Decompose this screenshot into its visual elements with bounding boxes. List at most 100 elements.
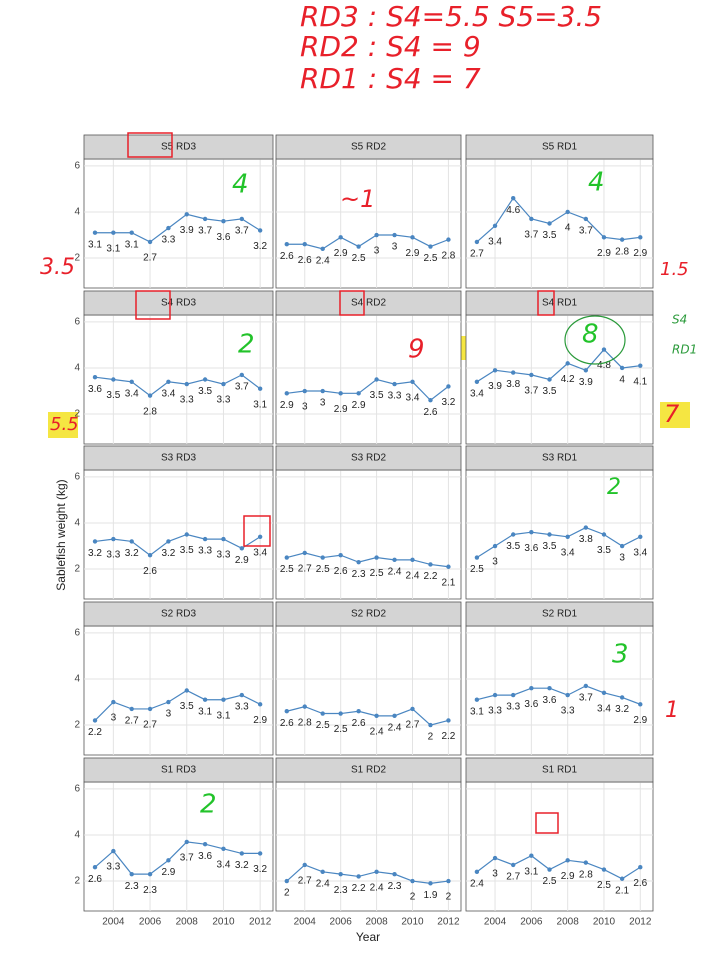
strip [465, 134, 654, 160]
strip [275, 290, 462, 316]
point [619, 876, 625, 881]
data-label: 2.6 [88, 874, 102, 885]
data-label: 2.4 [316, 878, 330, 889]
panel-title: S3 RD3 [161, 453, 196, 464]
data-label: 3 [492, 557, 498, 568]
data-label: 2.2 [424, 571, 438, 582]
data-label: 3.3 [235, 702, 249, 713]
data-label: 3.6 [524, 543, 538, 554]
point [511, 370, 516, 375]
panel-title: S5 RD1 [542, 142, 577, 153]
data-label: 2.5 [597, 880, 611, 891]
data-label: 3.5 [180, 545, 194, 556]
point [221, 218, 226, 224]
data-label: 3.5 [180, 701, 194, 712]
data-label: 3.4 [253, 547, 267, 558]
annotation: S4 [672, 313, 687, 327]
data-label: 2.5 [352, 253, 366, 264]
point [392, 871, 397, 877]
point [374, 232, 379, 238]
y-tick-label: 2 [74, 253, 80, 264]
data-label: 3.4 [561, 547, 575, 558]
point [529, 853, 534, 858]
data-label: 2.2 [441, 731, 455, 742]
point [529, 372, 534, 378]
point [320, 388, 325, 394]
y-tick-label: 6 [74, 317, 80, 328]
data-label: 3.6 [543, 695, 557, 706]
data-label: 3.9 [488, 381, 502, 392]
data-label: 2.5 [316, 720, 330, 731]
point [257, 702, 263, 707]
data-label: 2 [446, 892, 452, 903]
point [338, 235, 343, 240]
data-label: 3.5 [198, 386, 212, 397]
data-label: 2.8 [298, 717, 312, 728]
panel-background [275, 625, 462, 756]
strip [83, 445, 274, 471]
data-label: 2.9 [334, 404, 348, 415]
panel-title: S3 RD1 [542, 453, 577, 464]
point [374, 555, 379, 560]
point [511, 195, 516, 201]
panel-background [83, 158, 274, 289]
point [129, 706, 134, 712]
point [492, 223, 498, 229]
y-tick-label: 6 [74, 472, 80, 483]
highlight [48, 412, 78, 438]
panel-background [465, 158, 654, 289]
x-tick-label: 2004 [102, 917, 125, 928]
panel-title: S4 RD2 [351, 298, 386, 309]
data-label: 2.6 [298, 255, 312, 266]
data-label: 4.6 [506, 205, 520, 216]
point [239, 216, 245, 222]
point [428, 881, 433, 886]
point [601, 235, 607, 240]
point [619, 365, 625, 371]
point [547, 685, 552, 691]
point [221, 846, 226, 852]
panel-background [465, 314, 654, 445]
data-label: 3 [302, 402, 308, 413]
data-label: 2.2 [352, 883, 366, 894]
point [111, 536, 116, 542]
point [111, 699, 116, 705]
annotation: 2 [200, 790, 217, 820]
point [302, 862, 307, 868]
panel-background [275, 781, 462, 912]
strip [83, 290, 274, 316]
data-label: 3.8 [579, 534, 593, 545]
annotation-box [127, 132, 173, 158]
data-label: 4 [619, 375, 625, 386]
data-label: 4.8 [597, 360, 611, 371]
point [446, 718, 451, 723]
point [338, 391, 343, 396]
panel-background [275, 469, 462, 600]
data-label: 3.8 [506, 379, 520, 390]
point [284, 242, 289, 247]
data-label: 3.5 [370, 390, 384, 401]
data-label: 3 [374, 246, 380, 257]
series-line [94, 689, 261, 721]
annotation-box [243, 515, 271, 547]
data-label: 2.4 [316, 255, 330, 266]
data-label: 2.9 [161, 867, 175, 878]
data-label: 2.9 [235, 555, 249, 566]
point [202, 377, 208, 382]
point [601, 867, 607, 872]
highlight [660, 402, 690, 428]
data-label: 2.6 [143, 566, 157, 577]
x-tick-label: 2012 [629, 917, 652, 928]
strip [83, 601, 274, 627]
x-tick-label: 2012 [437, 917, 460, 928]
data-label: 2.5 [280, 564, 294, 575]
data-label: 3.3 [217, 550, 231, 561]
annotation: 1 [665, 698, 679, 723]
point [166, 699, 171, 705]
annotation: 8 [582, 320, 599, 350]
strip [83, 134, 274, 160]
data-label: 2.8 [615, 246, 629, 257]
point [474, 379, 480, 385]
panel-title: S2 RD3 [161, 609, 196, 620]
point [302, 550, 307, 556]
